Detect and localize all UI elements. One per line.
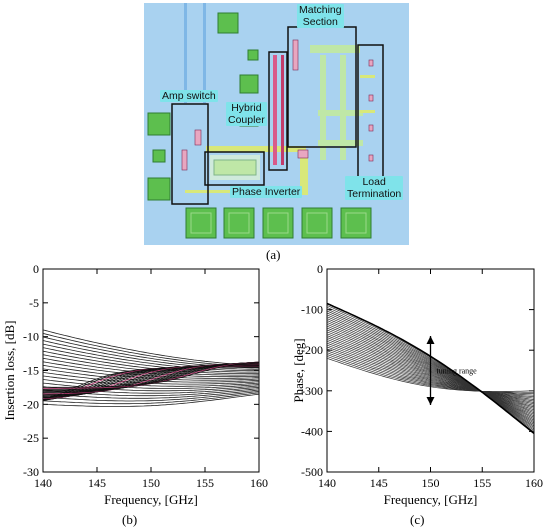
hybrid-coupler-label: Hybrid Coupler <box>226 102 267 126</box>
b-series-decreasing <box>42 343 260 372</box>
pad-left-3 <box>147 177 171 201</box>
layout-panel: Amp switch Hybrid Coupler Matching Secti… <box>0 0 550 262</box>
trace-yellow-3 <box>360 110 375 113</box>
b-xtick-label: 150 <box>142 476 160 490</box>
coupler-line-right <box>281 55 284 165</box>
b-series-decreasing <box>42 382 260 392</box>
feed-trace <box>206 146 306 152</box>
b-ytick-label: -30 <box>23 465 39 479</box>
b-series-increasing <box>43 361 260 388</box>
pad-mid-1 <box>239 74 259 94</box>
b-ytick-label: -25 <box>23 431 39 445</box>
b-xtick-label: 160 <box>250 476 268 490</box>
matching-vertical-2 <box>340 55 346 160</box>
c-xtick-label: 150 <box>422 476 440 490</box>
b-ytick-label: -10 <box>23 330 39 344</box>
small-components <box>181 39 374 171</box>
trace-yellow-2 <box>360 75 375 78</box>
panel-a-label: (a) <box>266 247 281 262</box>
pad-left-1 <box>147 112 171 136</box>
b-series-decreasing <box>42 347 260 373</box>
c-xtick-label: 160 <box>525 476 543 490</box>
panel-c-label: (c) <box>410 512 425 527</box>
b-series-decreasing <box>42 393 260 407</box>
matching-section-label: Matching Section <box>297 4 344 28</box>
b-series-decreasing <box>42 340 260 370</box>
b-series-decreasing <box>42 375 260 387</box>
b-xtick-label: 140 <box>34 476 52 490</box>
c-xtick-label: 145 <box>370 476 388 490</box>
c-ylabel: Phase, [deg] <box>291 338 306 402</box>
b-xtick-label: 155 <box>196 476 214 490</box>
phase-inverter-label: Phase Inverter <box>230 186 303 198</box>
chip-layout-drawing <box>144 3 409 245</box>
feed-trace-2 <box>300 150 308 195</box>
panel-b-label: (b) <box>122 512 138 527</box>
c-ytick-label: -300 <box>301 384 323 398</box>
c-ytick-label: -200 <box>301 343 323 357</box>
c-ytick-label: 0 <box>317 262 323 276</box>
green-bus <box>310 45 360 53</box>
amp-switch-outline <box>171 103 209 205</box>
b-ytick-label: -15 <box>23 364 39 378</box>
b-series-decreasing <box>42 391 260 402</box>
phase-inverter-outline <box>204 151 265 186</box>
b-ylabel: Insertion loss, [dB] <box>2 320 17 420</box>
hybrid-coupler-outline <box>268 51 288 171</box>
c-ytick-label: -100 <box>301 303 323 317</box>
coupler-line-left <box>273 55 277 165</box>
b-series-decreasing <box>42 389 260 399</box>
b-ytick-label: 0 <box>33 262 39 276</box>
b-ytick-label: -5 <box>29 296 39 310</box>
b-ytick-label: -20 <box>23 397 39 411</box>
pad-small-top <box>247 49 259 61</box>
c-annotation: tuning range <box>437 367 478 376</box>
b-series-decreasing <box>42 392 260 405</box>
insertion-loss-chart: 140 145 150 155 160 -30 -25 -20 -15 -10 -5 0 Frequen… <box>2 262 268 507</box>
amp-switch-label: Amp switch <box>160 90 218 102</box>
c-arrow-head-bottom <box>426 397 435 406</box>
b-series-decreasing <box>42 379 260 389</box>
b-curves <box>42 329 260 407</box>
b-xlabel: Frequency, [GHz] <box>104 492 198 507</box>
top-vertical-rail <box>203 3 206 103</box>
c-xtick-label: 140 <box>318 476 336 490</box>
pad-left-2 <box>152 149 166 163</box>
phase-chart: 140 145 150 155 160 -500 -400 -300 -200 -100 0 Freq… <box>291 262 543 507</box>
load-termination-label: Load Termination <box>345 176 404 200</box>
c-ytick-label: -500 <box>301 465 323 479</box>
b-series-decreasing <box>42 329 260 366</box>
matching-vertical <box>320 55 326 160</box>
pad-top <box>217 12 239 34</box>
c-arrow-head-top <box>426 335 435 344</box>
c-xlabel: Frequency, [GHz] <box>384 492 478 507</box>
b-xtick-label: 145 <box>88 476 106 490</box>
c-ytick-label: -400 <box>301 424 323 438</box>
left-vertical-rail <box>184 3 187 103</box>
c-xtick-label: 155 <box>473 476 491 490</box>
